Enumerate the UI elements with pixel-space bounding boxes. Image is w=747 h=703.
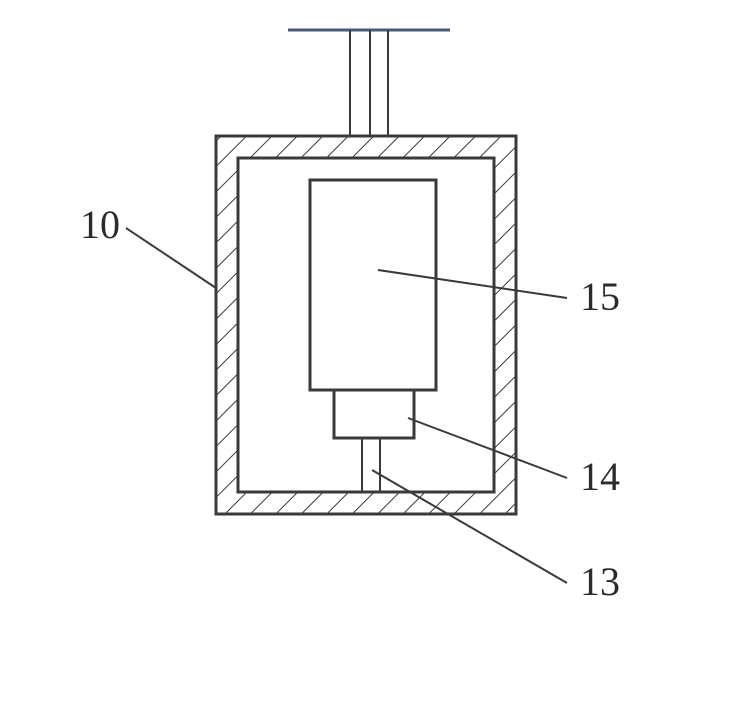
component-14: [334, 390, 414, 438]
leader-10: [126, 228, 216, 288]
label-14: 14: [580, 454, 620, 499]
label-10: 10: [80, 202, 120, 247]
label-13: 13: [580, 559, 620, 604]
label-15: 15: [580, 274, 620, 319]
component-15: [310, 180, 436, 390]
diagram-svg: 10 15 14 13: [0, 0, 747, 703]
